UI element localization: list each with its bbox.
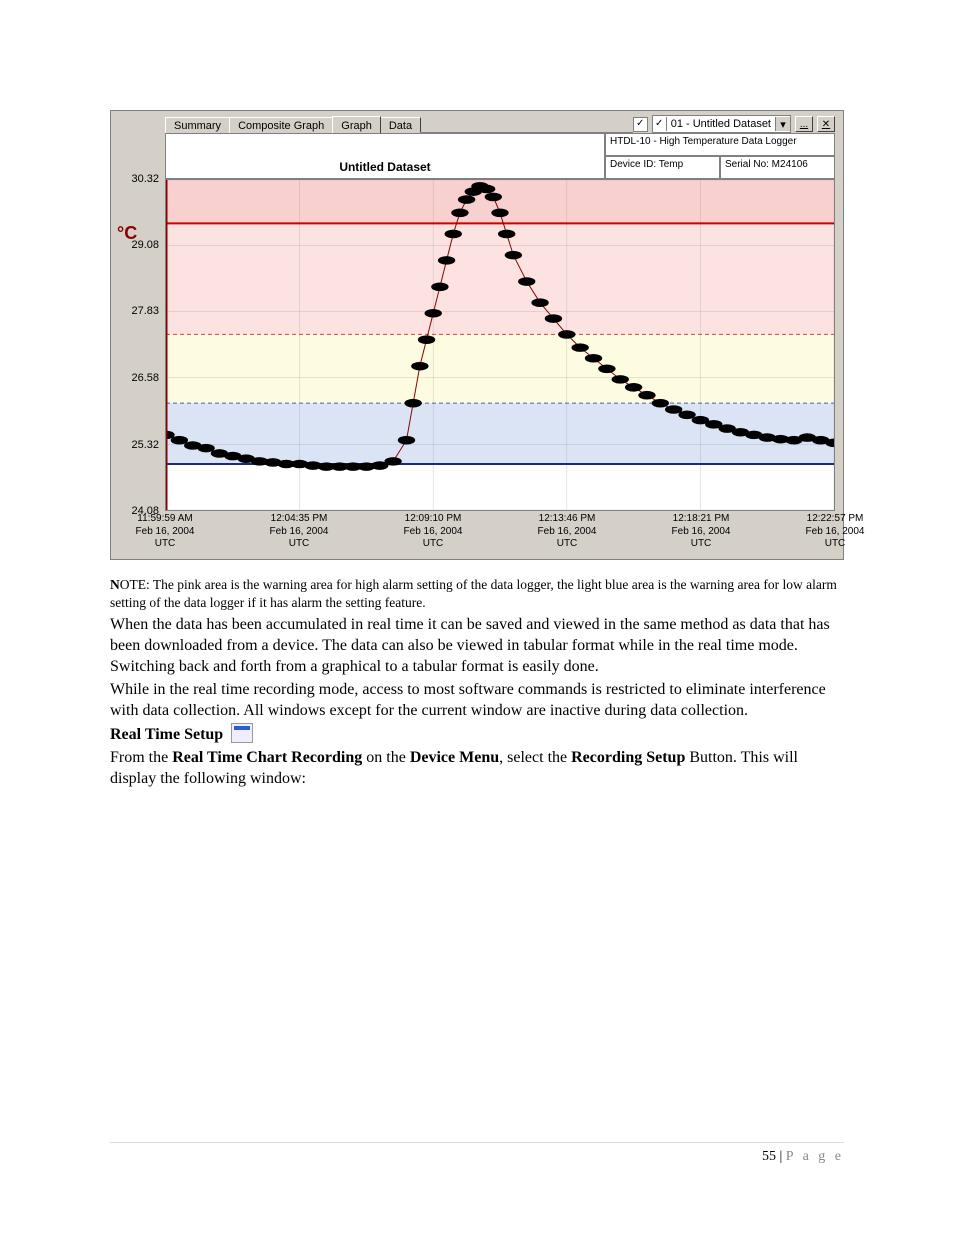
app-screenshot: SummaryComposite GraphGraphData ✓ ✓ 01 -… xyxy=(110,110,844,560)
chart-title: Untitled Dataset xyxy=(165,133,605,179)
y-tick: 27.83 xyxy=(131,305,159,317)
ellipsis-button[interactable]: ... xyxy=(795,116,813,132)
y-tick: 26.58 xyxy=(131,372,159,384)
dataset-dropdown-value: 01 - Untitled Dataset xyxy=(667,118,775,130)
paragraph-3: From the Real Time Chart Recording on th… xyxy=(110,747,844,789)
tab-data[interactable]: Data xyxy=(380,117,421,133)
chevron-down-icon[interactable]: ▾ xyxy=(775,117,790,131)
dataset-dropdown[interactable]: ✓ 01 - Untitled Dataset ▾ xyxy=(652,115,791,133)
page-number: 55 xyxy=(762,1149,776,1164)
real-time-setup-icon xyxy=(231,723,253,743)
tab-summary[interactable]: Summary xyxy=(165,117,230,133)
paragraph-2: While in the real time recording mode, a… xyxy=(110,679,844,721)
paragraph-1: When the data has been accumulated in re… xyxy=(110,614,844,677)
x-tick: 12:09:10 PMFeb 16, 2004UTC xyxy=(388,513,478,551)
page-label: P a g e xyxy=(786,1149,844,1164)
x-tick: 12:13:46 PMFeb 16, 2004UTC xyxy=(522,513,612,551)
page-footer: 55 | P a g e xyxy=(110,1142,844,1165)
device-line: HTDL-10 - High Temperature Data Logger xyxy=(605,133,835,156)
tab-bar: SummaryComposite GraphGraphData xyxy=(165,115,420,133)
note-paragraph: NOTE: The pink area is the warning area … xyxy=(110,576,844,612)
line-chart xyxy=(165,179,835,511)
x-tick: 11:59:59 AMFeb 16, 2004UTC xyxy=(120,513,210,551)
serial-no: Serial No: M24106 xyxy=(720,156,835,179)
close-icon[interactable]: ✕ xyxy=(817,116,835,132)
chart-header-panel: Untitled Dataset HTDL-10 - High Temperat… xyxy=(165,133,835,179)
y-tick: 25.32 xyxy=(131,439,159,451)
x-tick: 12:22:57 PMFeb 16, 2004UTC xyxy=(790,513,880,551)
checkbox-1[interactable]: ✓ xyxy=(633,117,648,132)
device-id: Device ID: Temp xyxy=(605,156,720,179)
tab-composite-graph[interactable]: Composite Graph xyxy=(229,117,333,133)
y-tick: 30.32 xyxy=(131,173,159,185)
tab-graph[interactable]: Graph xyxy=(332,116,381,133)
section-heading: Real Time Setup xyxy=(110,723,844,745)
y-tick: 29.08 xyxy=(131,239,159,251)
document-body: NOTE: The pink area is the warning area … xyxy=(110,576,844,790)
x-tick: 12:18:21 PMFeb 16, 2004UTC xyxy=(656,513,746,551)
x-tick: 12:04:35 PMFeb 16, 2004UTC xyxy=(254,513,344,551)
